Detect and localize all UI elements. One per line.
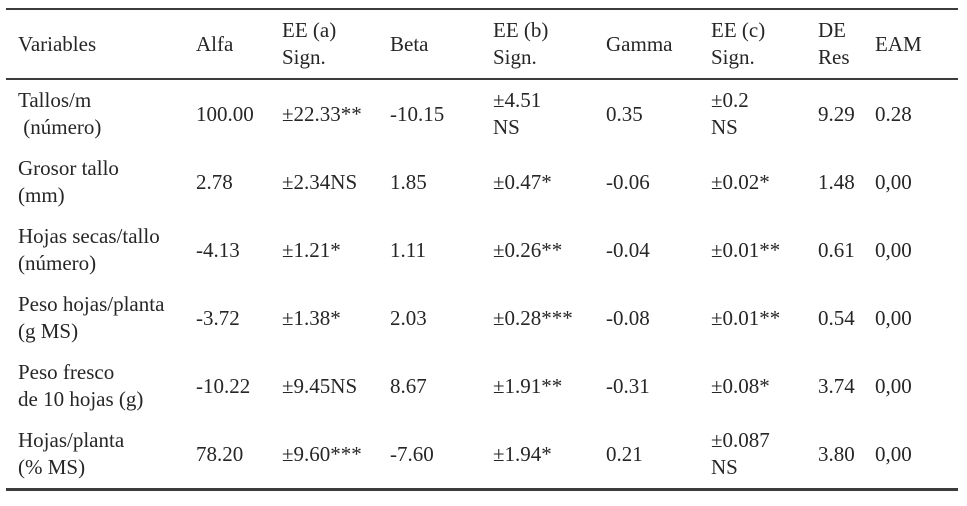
cell-de-res: 0.54 xyxy=(818,305,855,330)
header-row: Variables Alfa EE (a) Sign. Beta EE (b) … xyxy=(6,9,958,79)
cell-ee-b: ±0.26** xyxy=(493,237,563,262)
cell-eam: 0,00 xyxy=(875,237,912,262)
cell-alfa: 2.78 xyxy=(196,169,233,194)
cell-beta: 1.11 xyxy=(390,237,426,262)
cell-ee-b: ±1.94* xyxy=(493,441,552,466)
cell-eam: 0,00 xyxy=(875,373,912,398)
cell-variable: Peso fresco de 10 hojas (g) xyxy=(18,360,144,411)
cell-ee-b: ±1.91** xyxy=(493,373,563,398)
column-header-de-res: DE Res xyxy=(818,18,850,69)
cell-ee-a: ±9.60*** xyxy=(282,441,362,466)
cell-alfa: -10.22 xyxy=(196,373,251,398)
cell-beta: 2.03 xyxy=(390,305,427,330)
cell-ee-c: ±0.2 NS xyxy=(711,88,749,139)
cell-de-res: 3.74 xyxy=(818,373,855,398)
table-row: Peso hojas/planta (g MS) -3.72 ±1.38* 2.… xyxy=(6,284,958,352)
cell-gamma: 0.21 xyxy=(606,441,643,466)
cell-de-res: 0.61 xyxy=(818,237,855,262)
cell-ee-c: ±0.087 NS xyxy=(711,428,770,479)
cell-ee-a: ±9.45NS xyxy=(282,373,358,398)
cell-ee-a: ±2.34NS xyxy=(282,169,358,194)
cell-gamma: -0.08 xyxy=(606,305,650,330)
cell-de-res: 1.48 xyxy=(818,169,855,194)
cell-ee-a: ±22.33** xyxy=(282,101,362,126)
regression-results-table: Variables Alfa EE (a) Sign. Beta EE (b) … xyxy=(6,8,958,491)
cell-ee-c: ±0.01** xyxy=(711,305,781,330)
cell-ee-c: ±0.01** xyxy=(711,237,781,262)
cell-ee-b: ±0.47* xyxy=(493,169,552,194)
cell-variable: Peso hojas/planta (g MS) xyxy=(18,292,165,343)
cell-ee-a: ±1.21* xyxy=(282,237,341,262)
table-body: Tallos/m (número) 100.00 ±22.33** -10.15… xyxy=(6,79,958,490)
cell-gamma: 0.35 xyxy=(606,101,643,126)
cell-alfa: 100.00 xyxy=(196,101,254,126)
column-header-beta: Beta xyxy=(390,31,429,56)
table-row: Peso fresco de 10 hojas (g) -10.22 ±9.45… xyxy=(6,352,958,420)
cell-variable: Tallos/m (número) xyxy=(18,88,102,139)
cell-eam: 0,00 xyxy=(875,305,912,330)
table-row: Grosor tallo (mm) 2.78 ±2.34NS 1.85 ±0.4… xyxy=(6,148,958,216)
cell-gamma: -0.31 xyxy=(606,373,650,398)
column-header-ee-a: EE (a) Sign. xyxy=(282,18,337,69)
cell-variable: Hojas secas/tallo (número) xyxy=(18,224,160,275)
cell-alfa: -4.13 xyxy=(196,237,240,262)
cell-ee-a: ±1.38* xyxy=(282,305,341,330)
column-header-ee-c: EE (c) Sign. xyxy=(711,18,766,69)
cell-eam: 0.28 xyxy=(875,101,912,126)
table-header: Variables Alfa EE (a) Sign. Beta EE (b) … xyxy=(6,9,958,79)
table-row: Tallos/m (número) 100.00 ±22.33** -10.15… xyxy=(6,79,958,148)
column-header-variables: Variables xyxy=(18,31,97,56)
cell-variable: Grosor tallo (mm) xyxy=(18,156,119,207)
cell-beta: -10.15 xyxy=(390,101,445,126)
column-header-ee-b: EE (b) Sign. xyxy=(493,18,549,69)
cell-beta: 8.67 xyxy=(390,373,427,398)
cell-eam: 0,00 xyxy=(875,169,912,194)
cell-variable: Hojas/planta (% MS) xyxy=(18,428,125,479)
cell-de-res: 9.29 xyxy=(818,101,855,126)
cell-ee-b: ±4.51 NS xyxy=(493,88,542,139)
cell-ee-c: ±0.02* xyxy=(711,169,770,194)
cell-ee-c: ±0.08* xyxy=(711,373,770,398)
cell-alfa: 78.20 xyxy=(196,441,244,466)
cell-eam: 0,00 xyxy=(875,441,912,466)
cell-de-res: 3.80 xyxy=(818,441,855,466)
column-header-eam: EAM xyxy=(875,31,922,56)
column-header-gamma: Gamma xyxy=(606,31,673,56)
cell-ee-b: ±0.28*** xyxy=(493,305,573,330)
table-row: Hojas/planta (% MS) 78.20 ±9.60*** -7.60… xyxy=(6,420,958,490)
cell-beta: 1.85 xyxy=(390,169,427,194)
table-row: Hojas secas/tallo (número) -4.13 ±1.21* … xyxy=(6,216,958,284)
cell-gamma: -0.04 xyxy=(606,237,650,262)
column-header-alfa: Alfa xyxy=(196,31,234,56)
cell-gamma: -0.06 xyxy=(606,169,650,194)
cell-alfa: -3.72 xyxy=(196,305,240,330)
cell-beta: -7.60 xyxy=(390,441,434,466)
